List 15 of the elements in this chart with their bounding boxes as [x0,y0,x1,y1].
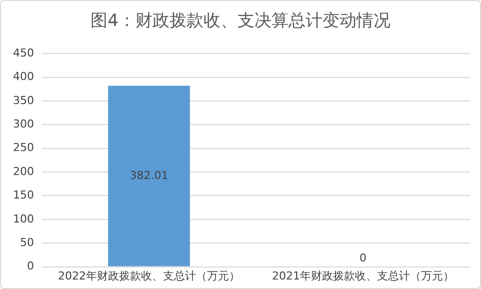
y-tick-label: 50 [20,236,34,249]
y-tick-label: 350 [12,94,34,107]
y-tick-label: 450 [12,46,34,60]
y-tick-label: 300 [12,118,34,131]
y-tick-label: 200 [12,164,34,178]
data-label: 382.01 [130,168,168,182]
data-label: 0 [360,252,366,265]
y-tick-label: 250 [12,141,34,154]
x-tick-label: 2022年财政拨款收、支总计（万元） [58,269,240,282]
chart-title: 图4：财政拨款收、支决算总计变动情况 [90,10,392,32]
y-tick-label: 150 [12,188,34,202]
y-tick-label: 0 [26,260,34,273]
y-tick-label: 100 [12,212,34,226]
x-tick-label: 2021年财政拨款收、支总计（万元） [272,269,454,282]
y-tick-label: 400 [12,70,34,84]
